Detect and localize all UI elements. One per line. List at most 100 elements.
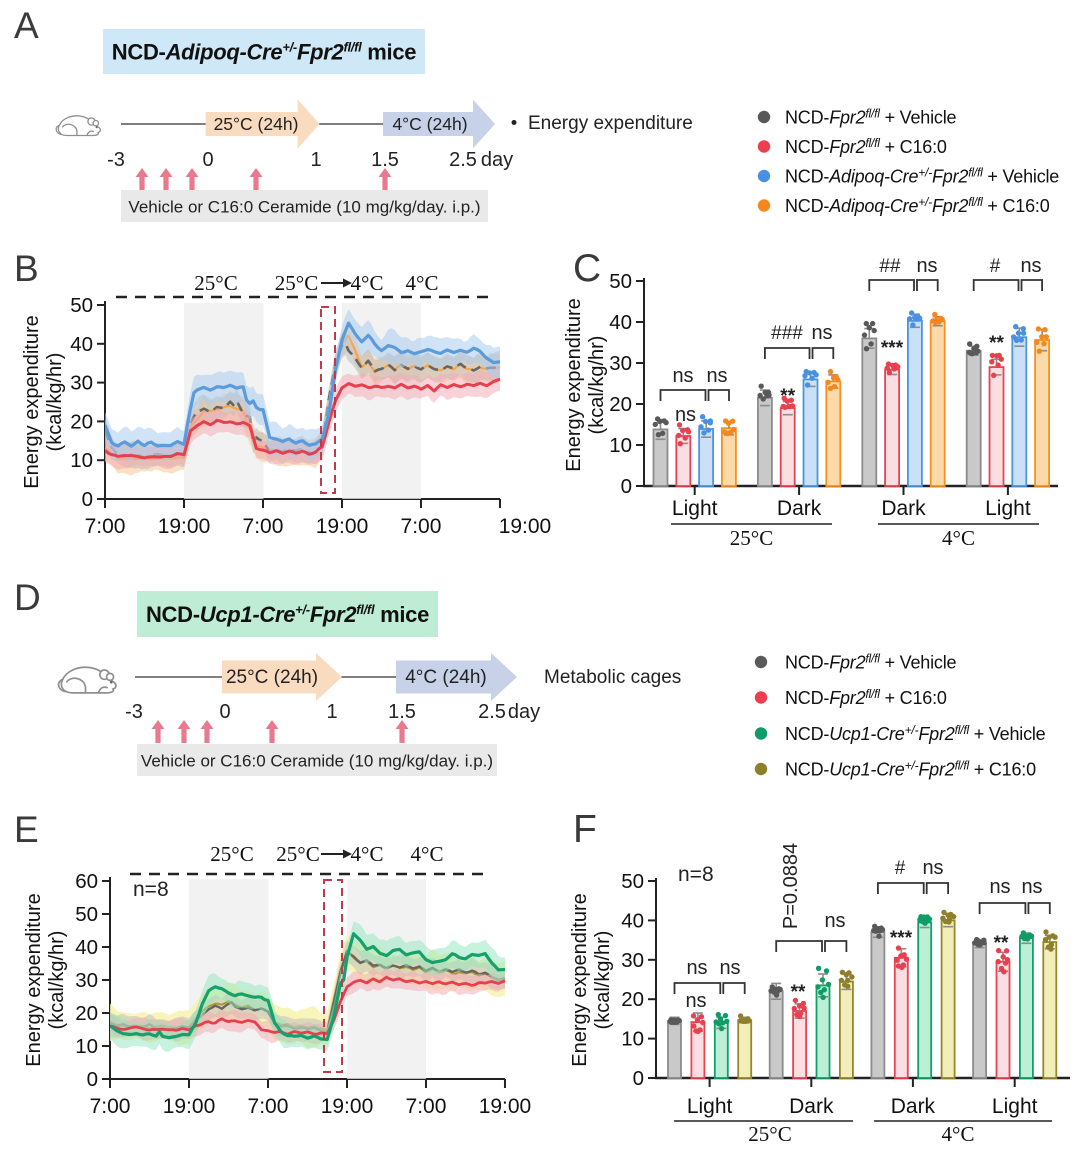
svg-text:ns: ns: [719, 957, 740, 979]
svg-text:60: 60: [75, 870, 98, 893]
svg-text:2.5: 2.5: [478, 701, 506, 723]
svg-text:Dark: Dark: [891, 1095, 936, 1118]
svg-text:0: 0: [219, 701, 230, 723]
svg-text:Dark: Dark: [881, 497, 926, 520]
svg-text:B: B: [14, 248, 39, 289]
svg-text:**: **: [994, 933, 1009, 954]
svg-text:-3: -3: [125, 701, 143, 723]
svg-text:Energy expenditure: Energy expenditure: [569, 893, 591, 1066]
svg-text:40: 40: [70, 333, 93, 356]
svg-text:###: ###: [771, 323, 803, 344]
svg-text:0: 0: [202, 149, 213, 171]
svg-text:ns: ns: [685, 990, 706, 1012]
svg-text:7:00: 7:00: [401, 515, 442, 538]
svg-text:-3: -3: [107, 149, 125, 171]
svg-text:7:00: 7:00: [248, 1095, 289, 1118]
svg-text:Energy expenditure: Energy expenditure: [23, 893, 45, 1066]
svg-text:0: 0: [621, 475, 632, 498]
svg-text:ns: ns: [811, 322, 832, 344]
svg-text:**: **: [791, 982, 806, 1003]
svg-text:Energy expenditure: Energy expenditure: [528, 113, 693, 134]
svg-text:40: 40: [621, 909, 644, 932]
svg-text:4°C: 4°C: [351, 271, 384, 295]
svg-text:(kcal/kg/hr): (kcal/kg/hr): [46, 931, 68, 1030]
svg-text:Light: Light: [672, 497, 718, 520]
svg-text:19:00: 19:00: [158, 515, 211, 538]
svg-text:Dark: Dark: [777, 497, 822, 520]
svg-text:25°C (24h): 25°C (24h): [214, 114, 299, 134]
svg-text:NCD-Ucp1-Cre+/-Fpr2fl/fl mice: NCD-Ucp1-Cre+/-Fpr2fl/fl mice: [146, 602, 429, 627]
svg-text:2.5: 2.5: [449, 149, 477, 171]
svg-text:7:00: 7:00: [90, 1095, 131, 1118]
svg-text:20: 20: [70, 410, 93, 433]
svg-text:1: 1: [326, 701, 337, 723]
svg-text:25°C: 25°C: [748, 1122, 791, 1146]
svg-text:0: 0: [82, 488, 93, 511]
svg-text:7:00: 7:00: [243, 515, 284, 538]
svg-text:4°C: 4°C: [406, 271, 439, 295]
svg-text:19:00: 19:00: [316, 515, 369, 538]
svg-text:C: C: [573, 247, 601, 290]
svg-text:ns: ns: [922, 857, 943, 879]
svg-text:Light: Light: [992, 1095, 1038, 1118]
svg-text:ns: ns: [824, 910, 845, 932]
svg-text:Dark: Dark: [789, 1095, 834, 1118]
svg-text:NCD-Adipoq-Cre+/-Fpr2fl/fl + V: NCD-Adipoq-Cre+/-Fpr2fl/fl + Vehicle: [785, 166, 1059, 187]
svg-text:25°C: 25°C: [275, 271, 318, 295]
svg-text:25°C: 25°C: [194, 271, 237, 295]
svg-text:NCD-Ucp1-Cre+/-Fpr2fl/fl + C16: NCD-Ucp1-Cre+/-Fpr2fl/fl + C16:0: [785, 759, 1036, 780]
svg-text:D: D: [14, 577, 41, 618]
svg-text:20: 20: [621, 988, 644, 1011]
svg-text:10: 10: [70, 449, 93, 472]
svg-text:4°C (24h): 4°C (24h): [392, 114, 467, 134]
svg-text:19:00: 19:00: [321, 1095, 374, 1118]
svg-text:20: 20: [75, 1002, 98, 1025]
svg-text:25°C: 25°C: [210, 842, 253, 866]
svg-text:ns: ns: [916, 255, 937, 277]
svg-text:4°C: 4°C: [351, 842, 384, 866]
svg-text:ns: ns: [1020, 255, 1041, 277]
svg-text:10: 10: [621, 1028, 644, 1051]
svg-text:ns: ns: [706, 365, 727, 387]
svg-text:10: 10: [75, 1035, 98, 1058]
svg-text:**: **: [989, 333, 1004, 354]
svg-text:NCD-Fpr2fl/fl + Vehicle: NCD-Fpr2fl/fl + Vehicle: [785, 652, 957, 673]
svg-text:Vehicle or C16:0 Ceramide (10: Vehicle or C16:0 Ceramide (10 mg/kg/day.…: [128, 198, 480, 217]
svg-text:ns: ns: [675, 404, 696, 426]
svg-text:n=8: n=8: [133, 878, 169, 901]
svg-text:ns: ns: [672, 365, 693, 387]
svg-text:day: day: [508, 701, 540, 723]
svg-text:NCD-Fpr2fl/fl + Vehicle: NCD-Fpr2fl/fl + Vehicle: [785, 107, 957, 128]
svg-text:7:00: 7:00: [406, 1095, 447, 1118]
svg-text:(kcal/kg/hr): (kcal/kg/hr): [592, 931, 614, 1030]
svg-text:ns: ns: [686, 957, 707, 979]
svg-text:7:00: 7:00: [85, 515, 126, 538]
svg-text:50: 50: [609, 270, 632, 293]
svg-text:NCD-Adipoq-Cre+/-Fpr2fl/fl + C: NCD-Adipoq-Cre+/-Fpr2fl/fl + C16:0: [785, 195, 1050, 216]
svg-text:A: A: [14, 5, 39, 46]
svg-text:n=8: n=8: [678, 863, 714, 886]
svg-text:F: F: [573, 808, 597, 851]
svg-text:4°C: 4°C: [942, 526, 975, 550]
svg-text:NCD-Fpr2fl/fl + C16:0: NCD-Fpr2fl/fl + C16:0: [785, 687, 947, 708]
svg-text:1.5: 1.5: [371, 149, 399, 171]
svg-text:Energy expenditure: Energy expenditure: [21, 315, 43, 488]
svg-text:19:00: 19:00: [163, 1095, 216, 1118]
svg-text:1: 1: [310, 149, 321, 171]
svg-text:1.5: 1.5: [388, 701, 416, 723]
svg-text:30: 30: [609, 352, 632, 375]
svg-text:(kcal/kg/hr): (kcal/kg/hr): [44, 353, 66, 452]
svg-text:#: #: [990, 256, 1001, 277]
svg-text:40: 40: [609, 311, 632, 334]
svg-text:50: 50: [70, 294, 93, 317]
svg-text:Metabolic cages: Metabolic cages: [544, 667, 681, 688]
svg-text:##: ##: [879, 256, 901, 277]
svg-text:0: 0: [633, 1067, 644, 1090]
svg-text:50: 50: [621, 870, 644, 893]
svg-text:E: E: [14, 809, 39, 850]
svg-text:P=0.0884: P=0.0884: [780, 843, 802, 929]
svg-text:20: 20: [609, 393, 632, 416]
svg-text:ns: ns: [989, 876, 1010, 898]
svg-text:4°C: 4°C: [942, 1122, 975, 1146]
svg-text:50: 50: [75, 903, 98, 926]
